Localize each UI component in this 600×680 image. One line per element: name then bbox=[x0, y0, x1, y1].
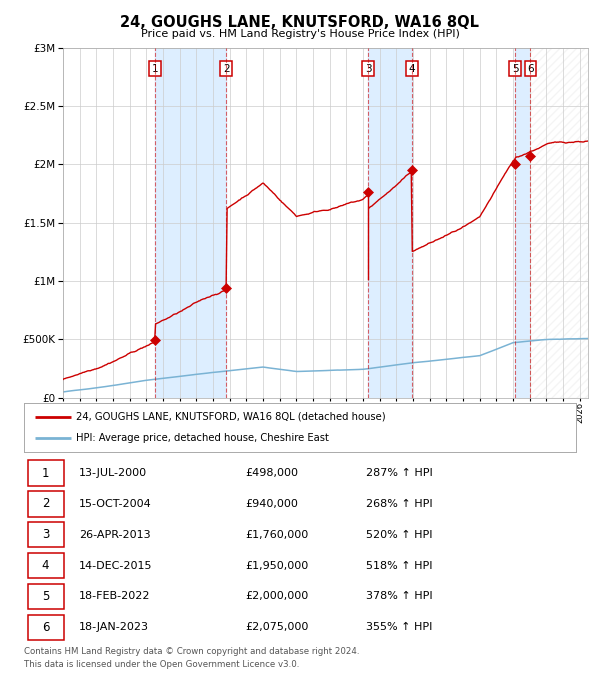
Bar bbox=[530, 48, 600, 398]
Bar bbox=[368, 48, 412, 398]
Text: 18-FEB-2022: 18-FEB-2022 bbox=[79, 592, 151, 601]
FancyBboxPatch shape bbox=[28, 583, 64, 609]
Text: 26-APR-2013: 26-APR-2013 bbox=[79, 530, 151, 540]
Text: 5: 5 bbox=[42, 590, 49, 603]
FancyBboxPatch shape bbox=[28, 553, 64, 578]
Text: 13-JUL-2000: 13-JUL-2000 bbox=[79, 468, 148, 478]
Text: 355% ↑ HPI: 355% ↑ HPI bbox=[366, 622, 433, 632]
FancyBboxPatch shape bbox=[28, 491, 64, 517]
Text: Contains HM Land Registry data © Crown copyright and database right 2024.: Contains HM Land Registry data © Crown c… bbox=[24, 647, 359, 656]
Text: 520% ↑ HPI: 520% ↑ HPI bbox=[366, 530, 433, 540]
Text: 5: 5 bbox=[512, 64, 518, 73]
Text: 287% ↑ HPI: 287% ↑ HPI bbox=[366, 468, 433, 478]
Text: 6: 6 bbox=[527, 64, 534, 73]
Text: 1: 1 bbox=[152, 64, 158, 73]
Text: Price paid vs. HM Land Registry's House Price Index (HPI): Price paid vs. HM Land Registry's House … bbox=[140, 29, 460, 39]
Bar bbox=[515, 48, 530, 398]
Text: 2: 2 bbox=[42, 497, 49, 511]
FancyBboxPatch shape bbox=[28, 615, 64, 640]
Text: 14-DEC-2015: 14-DEC-2015 bbox=[79, 560, 152, 571]
Text: £2,075,000: £2,075,000 bbox=[245, 622, 308, 632]
Text: HPI: Average price, detached house, Cheshire East: HPI: Average price, detached house, Ches… bbox=[76, 433, 329, 443]
Text: 2: 2 bbox=[223, 64, 229, 73]
Text: 6: 6 bbox=[42, 621, 49, 634]
Text: £1,760,000: £1,760,000 bbox=[245, 530, 308, 540]
FancyBboxPatch shape bbox=[28, 460, 64, 486]
Text: 518% ↑ HPI: 518% ↑ HPI bbox=[366, 560, 433, 571]
Text: £498,000: £498,000 bbox=[245, 468, 298, 478]
Bar bbox=[155, 48, 226, 398]
Text: 24, GOUGHS LANE, KNUTSFORD, WA16 8QL (detached house): 24, GOUGHS LANE, KNUTSFORD, WA16 8QL (de… bbox=[76, 412, 386, 422]
Text: 4: 4 bbox=[42, 559, 49, 572]
Text: £940,000: £940,000 bbox=[245, 499, 298, 509]
Text: 3: 3 bbox=[365, 64, 371, 73]
Text: This data is licensed under the Open Government Licence v3.0.: This data is licensed under the Open Gov… bbox=[24, 660, 299, 668]
Text: 4: 4 bbox=[409, 64, 415, 73]
Text: 15-OCT-2004: 15-OCT-2004 bbox=[79, 499, 152, 509]
Text: 268% ↑ HPI: 268% ↑ HPI bbox=[366, 499, 433, 509]
FancyBboxPatch shape bbox=[28, 522, 64, 547]
Text: £2,000,000: £2,000,000 bbox=[245, 592, 308, 601]
Text: 24, GOUGHS LANE, KNUTSFORD, WA16 8QL: 24, GOUGHS LANE, KNUTSFORD, WA16 8QL bbox=[121, 15, 479, 30]
Text: 18-JAN-2023: 18-JAN-2023 bbox=[79, 622, 149, 632]
Text: 378% ↑ HPI: 378% ↑ HPI bbox=[366, 592, 433, 601]
Text: 3: 3 bbox=[42, 528, 49, 541]
Text: 1: 1 bbox=[42, 466, 49, 479]
Bar bbox=[530, 48, 600, 398]
Text: £1,950,000: £1,950,000 bbox=[245, 560, 308, 571]
